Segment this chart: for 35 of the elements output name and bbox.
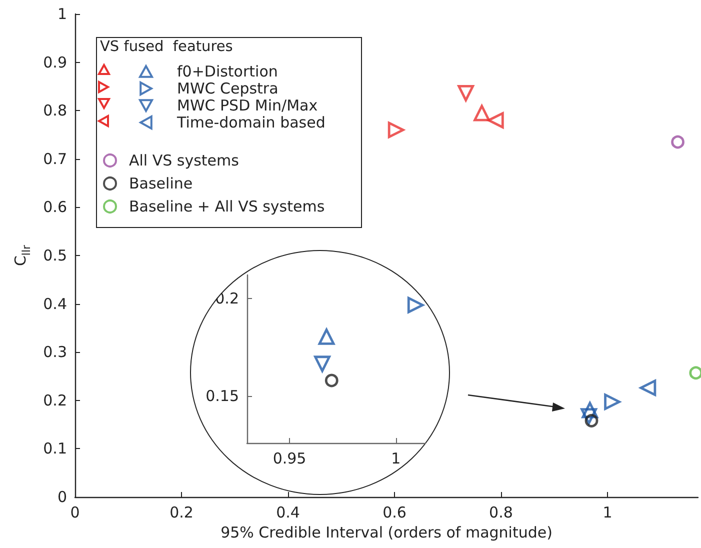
x-axis-title: 95% Credible Interval (orders of magnitude) [220,524,552,542]
legend-label: MWC PSD Min/Max [177,96,318,114]
point [689,366,701,380]
y-tick-label: 1 [57,5,67,23]
point [314,356,330,372]
y-tick-label: 0.3 [43,343,67,362]
legend-label: Baseline + All VS systems [129,198,325,216]
y-tick-label: 0 [57,488,67,506]
y-tick-label: 0.4 [43,294,67,313]
y-tick-label: 0.5 [43,246,67,264]
legend-title: VS fused features [100,39,233,55]
y-tick-label: 0.2 [43,391,67,410]
point [407,296,424,314]
legend-label: Baseline [129,174,193,192]
x-tick-label: 0.95 [272,450,306,468]
y-tick-label: 0.9 [43,53,67,72]
x-tick-label: 1 [602,504,612,522]
y-tick-label: 0.6 [43,198,67,216]
legend-label: All VS systems [129,152,240,170]
point [671,135,684,149]
x-tick-label: 0.8 [489,504,513,522]
x-tick-label: 0.2 [170,504,194,522]
y-tick-label: 0.8 [43,102,67,120]
point [324,374,338,388]
point [318,328,335,345]
legend-label: Time-domain based [176,114,326,132]
x-tick-label: 0 [70,504,80,522]
y-tick-label: 0.7 [43,150,67,168]
y-tick-label: 0.15 [206,387,239,406]
y-axis-title: Cllr [12,244,34,266]
legend-label: MWC Cepstra [177,80,278,98]
x-tick-label: 0.6 [382,504,406,522]
legend-label: f0+Distortion [177,62,278,80]
y-tick-label: 0.1 [43,440,67,458]
x-tick-label: 0.4 [276,504,300,522]
